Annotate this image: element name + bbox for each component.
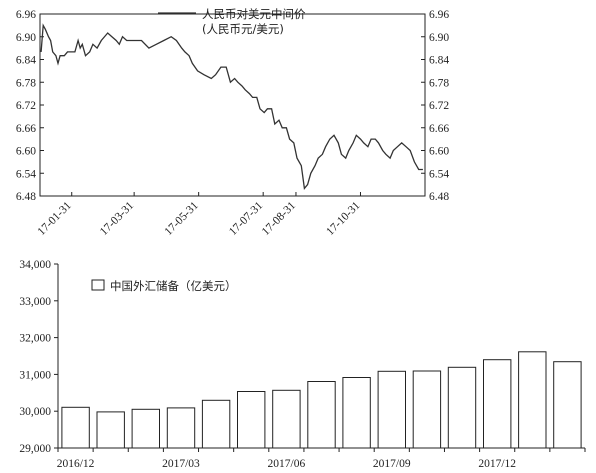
reserve-bar (96, 411, 125, 449)
top-ytick-label-right: 6.60 (429, 146, 449, 158)
bottom-x-axis: 2016/12 2017/03 2017/06 2017/09 2017/12 (57, 448, 586, 470)
reserve-bar (272, 389, 301, 449)
bottom-legend: 中国外汇储备（亿美元） (91, 279, 237, 293)
reserve-bar (307, 381, 336, 449)
bottom-xtick-label: 2017/12 (478, 458, 516, 470)
bottom-ytick-label: 30,000 (19, 406, 51, 418)
top-xtick-label: 17-07-31 (227, 199, 265, 237)
bottom-ytick-label: 32,000 (19, 333, 51, 345)
top-y-axis-left: 6.96 6.90 6.84 6.78 6.72 6.66 6.60 6.54 6.48 (16, 9, 44, 203)
top-plot-frame (39, 13, 426, 197)
reserve-bar (553, 361, 582, 449)
reserve-bar (61, 406, 90, 449)
reserve-bar (131, 408, 161, 449)
top-legend-line1: 人民币对美元中间价 (202, 7, 306, 21)
top-y-axis-right: 6.96 6.90 6.84 6.78 6.72 6.66 6.60 6.54 6.48 (421, 9, 449, 203)
top-ytick-label-left: 6.84 (16, 55, 36, 67)
top-xtick-label: 17-08-31 (260, 199, 298, 237)
reserve-bar (518, 351, 547, 449)
top-ytick-label-left: 6.90 (16, 32, 36, 44)
reserve-bar (342, 377, 371, 449)
bottom-xtick-label: 2017/03 (162, 458, 200, 470)
top-xtick-label: 17-03-31 (98, 199, 136, 237)
reserve-bar (412, 370, 442, 449)
bottom-ytick-label: 33,000 (19, 296, 51, 308)
bottom-xtick-label: 2016/12 (57, 458, 95, 470)
top-ytick-label-right: 6.90 (429, 32, 449, 44)
reserve-bar (483, 359, 512, 449)
top-x-axis: 17-01-31 17-03-31 17-05-31 17-07-3117-08-31… (36, 192, 363, 238)
top-ytick-label-right: 6.48 (429, 191, 449, 203)
reserve-bars (61, 351, 582, 449)
top-ytick-label-left: 6.66 (16, 123, 36, 135)
top-ytick-label-left: 6.78 (16, 77, 36, 89)
top-ytick-label-left: 6.96 (16, 9, 36, 21)
reserve-bar (237, 391, 266, 449)
bottom-xtick-label: 2017/09 (373, 458, 411, 470)
top-ytick-label-right: 6.72 (429, 100, 449, 112)
reserve-bar (201, 399, 231, 449)
top-xtick-label: 17-05-31 (162, 199, 200, 237)
bottom-ytick-label: 34,000 (19, 259, 51, 271)
top-legend: 人民币对美元中间价 (人民币元/美元) (158, 7, 306, 36)
top-ytick-label-left: 6.72 (16, 100, 36, 112)
bottom-legend-swatch (91, 279, 105, 291)
bottom-ytick-label: 29,000 (19, 443, 51, 455)
reserve-bar (166, 407, 196, 449)
top-ytick-label-right: 6.54 (429, 168, 449, 180)
exchange-rate-chart: 6.96 6.90 6.84 6.78 6.72 6.66 6.60 6.54 6.48 6.9… (16, 7, 450, 238)
exchange-rate-line (40, 23, 423, 190)
top-ytick-label-right: 6.96 (429, 9, 449, 21)
bottom-y-axis: 34,000 33,000 32,000 31,000 30,000 29,000 (19, 259, 58, 455)
top-ytick-label-left: 6.60 (16, 146, 36, 158)
bottom-xtick-label: 2017/06 (268, 458, 306, 470)
top-xtick-label: 17-10-31 (324, 199, 362, 237)
top-ytick-label-left: 6.48 (16, 191, 36, 203)
top-ytick-label-right: 6.78 (429, 77, 449, 89)
top-ytick-label-right: 6.66 (429, 123, 449, 135)
reserve-bar (377, 370, 407, 449)
top-ytick-label-left: 6.54 (16, 168, 36, 180)
bottom-ytick-label: 31,000 (19, 369, 51, 381)
top-xtick-label: 17-01-31 (36, 199, 74, 237)
bottom-legend-label: 中国外汇储备（亿美元） (110, 279, 237, 293)
reserve-bar (447, 366, 477, 449)
top-ytick-label-right: 6.84 (429, 55, 449, 67)
fx-reserves-chart: 34,000 33,000 32,000 31,000 30,000 29,000 201… (19, 259, 586, 470)
top-legend-line2: (人民币元/美元) (202, 22, 284, 36)
